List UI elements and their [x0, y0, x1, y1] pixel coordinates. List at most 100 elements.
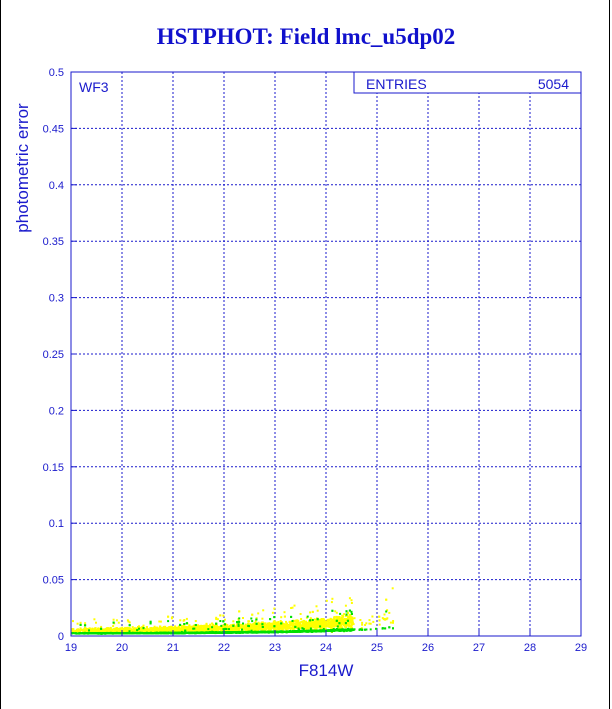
- data-point: [107, 630, 110, 633]
- data-point: [192, 624, 195, 627]
- data-point: [223, 623, 226, 626]
- data-point: [306, 615, 309, 618]
- data-point: [189, 632, 192, 635]
- data-point: [371, 615, 374, 618]
- data-point: [318, 621, 321, 623]
- data-point: [261, 627, 264, 630]
- data-point: [158, 620, 161, 623]
- data-point: [194, 631, 197, 634]
- data-point: [216, 618, 219, 621]
- data-point: [281, 624, 284, 626]
- data-point: [284, 627, 287, 629]
- data-point: [280, 630, 283, 633]
- data-point: [140, 631, 143, 634]
- data-point: [207, 629, 210, 632]
- data-point: [326, 629, 329, 632]
- data-point: [108, 632, 111, 634]
- data-point: [336, 625, 339, 628]
- data-point: [215, 616, 218, 619]
- data-point: [121, 626, 124, 629]
- data-point: [215, 618, 218, 620]
- data-point: [335, 619, 338, 622]
- data-point: [222, 614, 225, 617]
- data-point: [230, 628, 233, 631]
- data-point: [336, 617, 339, 620]
- data-point: [347, 621, 350, 624]
- data-point: [112, 625, 115, 628]
- data-point: [159, 620, 162, 623]
- data-point: [72, 628, 75, 631]
- data-point: [285, 620, 287, 623]
- data-point: [219, 614, 222, 617]
- data-point: [303, 625, 305, 628]
- data-point: [261, 617, 264, 620]
- data-point: [309, 619, 312, 622]
- data-point: [286, 630, 289, 633]
- data-point: [81, 629, 84, 632]
- data-point: [202, 630, 205, 633]
- data-point: [153, 628, 156, 631]
- data-point: [142, 625, 145, 628]
- data-point: [281, 628, 284, 631]
- data-point: [378, 619, 381, 622]
- data-point: [262, 609, 265, 612]
- data-point: [331, 597, 334, 600]
- data-point: [293, 604, 296, 607]
- data-point: [340, 623, 343, 626]
- data-point: [317, 619, 320, 622]
- data-point: [79, 629, 82, 631]
- data-point: [218, 627, 221, 630]
- data-point: [297, 627, 300, 630]
- data-point: [138, 632, 141, 635]
- data-point: [271, 631, 274, 633]
- data-point: [288, 630, 291, 633]
- data-point: [321, 622, 324, 625]
- data-point: [188, 625, 191, 628]
- data-point: [123, 628, 125, 630]
- data-point: [319, 619, 322, 622]
- data-point: [177, 628, 180, 631]
- data-point: [252, 626, 255, 629]
- data-point: [225, 625, 228, 628]
- data-point: [142, 624, 145, 627]
- data-point: [348, 614, 351, 616]
- data-point: [341, 616, 344, 619]
- data-point: [98, 632, 101, 635]
- data-point: [342, 621, 345, 624]
- data-point: [170, 627, 172, 630]
- data-point: [139, 626, 142, 629]
- data-point: [84, 622, 87, 625]
- data-point: [271, 625, 274, 628]
- data-point: [345, 613, 348, 616]
- data-point: [334, 610, 337, 613]
- data-point: [258, 624, 261, 627]
- data-point: [347, 615, 349, 618]
- data-point: [351, 621, 354, 624]
- data-point: [229, 631, 232, 634]
- data-point: [339, 620, 342, 623]
- data-point: [259, 623, 262, 626]
- data-point: [250, 617, 253, 620]
- data-point: [79, 627, 82, 630]
- data-point: [128, 621, 131, 624]
- data-point: [203, 625, 206, 628]
- data-point: [103, 630, 106, 633]
- data-point: [345, 610, 348, 613]
- data-point: [361, 621, 364, 624]
- data-point: [278, 623, 281, 626]
- data-point: [315, 624, 318, 627]
- data-point: [278, 622, 281, 625]
- data-point: [285, 628, 288, 631]
- data-point: [300, 620, 303, 623]
- data-point: [365, 622, 368, 625]
- data-point: [311, 624, 314, 627]
- data-point: [196, 627, 199, 630]
- data-point: [178, 629, 181, 632]
- data-point: [141, 630, 144, 633]
- data-point: [186, 626, 189, 629]
- data-point: [378, 623, 381, 626]
- data-point: [350, 613, 353, 615]
- data-point: [350, 625, 353, 628]
- data-point: [346, 619, 349, 622]
- data-point: [181, 629, 184, 631]
